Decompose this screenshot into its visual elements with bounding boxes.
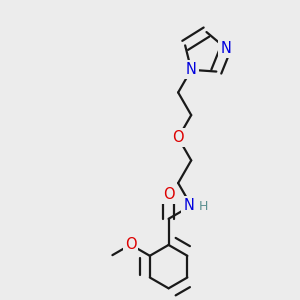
Text: O: O: [163, 187, 174, 202]
Text: O: O: [125, 237, 136, 252]
Text: N: N: [220, 41, 231, 56]
Text: O: O: [172, 130, 184, 145]
Text: H: H: [199, 200, 208, 213]
Text: N: N: [186, 62, 197, 77]
Text: N: N: [183, 198, 194, 213]
